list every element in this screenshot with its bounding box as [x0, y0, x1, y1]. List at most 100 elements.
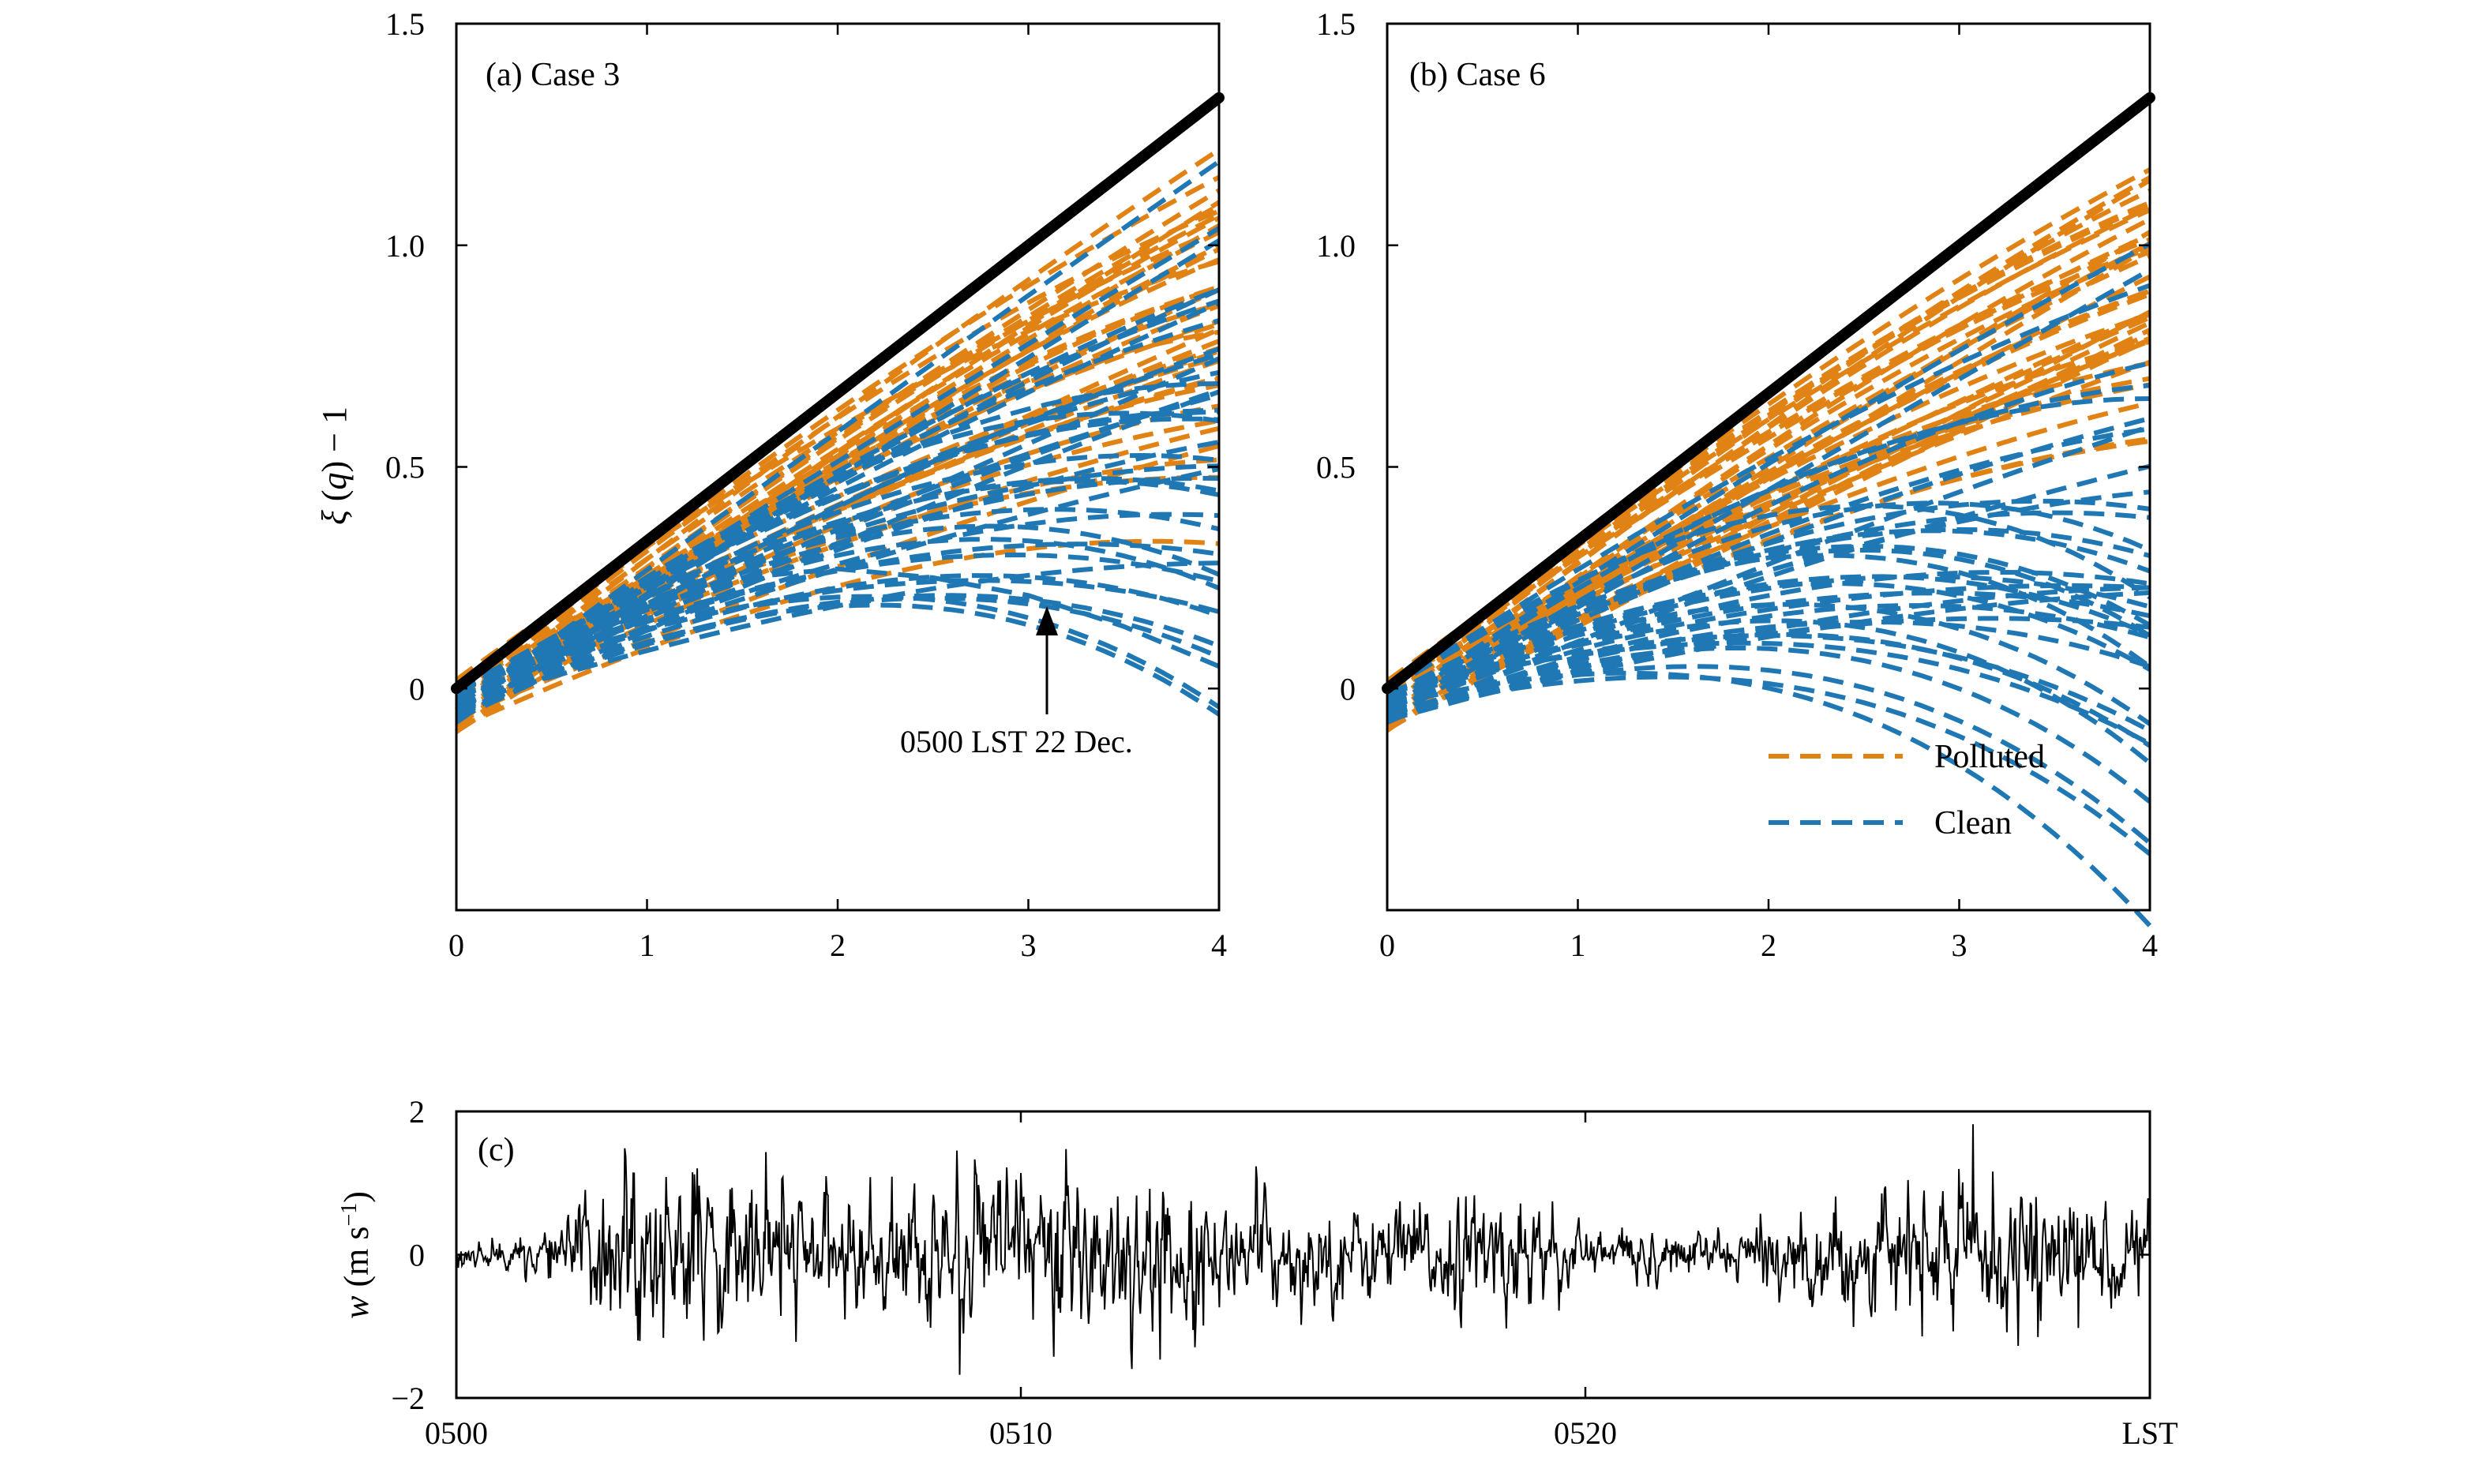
curve-clean — [1386, 631, 2151, 748]
curve-clean — [1386, 283, 2151, 692]
top-ylabel-xi: ξ — [315, 510, 354, 525]
curve-polluted — [1386, 208, 2151, 684]
curve-clean — [1386, 674, 2151, 856]
curve-polluted — [455, 148, 1221, 707]
curve-polluted — [455, 200, 1221, 727]
curve-clean — [455, 595, 1221, 716]
bottom-ylabel-w: w — [337, 1295, 376, 1319]
legend: Polluted Clean — [1769, 739, 2045, 841]
reference-line — [451, 92, 1225, 695]
panel-a-label: (a) Case 3 — [486, 57, 620, 93]
x-tick-label: 4 — [1211, 928, 1227, 963]
top-ylabel: ξ (q) − 1 — [315, 407, 354, 525]
curve-clean — [1386, 383, 2151, 692]
curve-clean — [1386, 670, 2152, 928]
x-tick-label: 2 — [1761, 928, 1776, 963]
curve-polluted — [455, 203, 1221, 706]
y-tick-label: 1.0 — [1316, 228, 1356, 264]
curve-clean — [1386, 574, 2151, 698]
curve-clean — [1386, 396, 2151, 713]
panel-c-chart: 0500 0510 0520 LST −2 0 2 (c) w (m s−1) — [337, 1094, 2178, 1451]
curve-polluted — [1386, 232, 2151, 687]
curve-polluted — [1386, 188, 2151, 699]
x-tick-label: LST — [2121, 1415, 2178, 1451]
panel-a-curves — [451, 92, 1225, 734]
y-tick-label: 2 — [409, 1094, 425, 1130]
annotation: 0500 LST 22 Dec. — [900, 606, 1133, 759]
annotation-label: 0500 LST 22 Dec. — [900, 724, 1133, 759]
curve-clean — [455, 410, 1220, 710]
x-tick-label: 0510 — [989, 1415, 1052, 1451]
curve-polluted — [455, 223, 1221, 699]
curve-clean — [455, 407, 1220, 702]
curve-clean — [455, 594, 1221, 710]
x-tick-label: 1 — [1570, 928, 1586, 963]
bottom-ylabel: w (m s−1) — [337, 1191, 377, 1319]
curve-clean — [455, 388, 1220, 695]
curve-polluted — [1386, 361, 2151, 701]
y-tick-label: 0.5 — [385, 450, 425, 485]
curve-polluted — [1386, 175, 2151, 702]
y-tick-label: 0 — [409, 671, 425, 706]
y-tick-label: 0 — [1340, 671, 1356, 706]
curve-clean — [1386, 510, 2151, 698]
x-tick-label: 0500 — [425, 1415, 488, 1451]
top-ylabel-rest: − 1 — [315, 407, 354, 452]
panel-b-curves — [1382, 92, 2155, 928]
y-tick-label: 0.5 — [1316, 450, 1356, 485]
curve-clean — [1386, 581, 2151, 703]
curve-clean — [1386, 543, 2151, 703]
panel-b-label: (b) Case 6 — [1409, 57, 1546, 93]
curve-polluted — [455, 230, 1221, 712]
highlight-curve — [455, 566, 1221, 713]
legend-polluted-label: Polluted — [1934, 739, 2045, 775]
x-tick-label: 1 — [640, 928, 655, 963]
curve-clean — [455, 301, 1221, 694]
curve-polluted — [455, 319, 1220, 714]
panel-b-ticks: 0 1 2 3 4 0 0.5 1.0 1.5 — [1316, 6, 2158, 963]
curve-clean — [1386, 426, 2151, 710]
w-series-line — [456, 1124, 2151, 1375]
top-ylabel-close-paren: ) — [315, 452, 354, 473]
curve-polluted — [455, 403, 1220, 721]
panel-b-chart: 0 1 2 3 4 0 0.5 1.0 1.5 (b) Case 6 — [1316, 6, 2158, 963]
panel-a-ticks: 0 1 2 3 4 0 0.5 1.0 1.5 — [385, 6, 1227, 963]
x-tick-label: 0 — [448, 928, 464, 963]
curve-clean — [1386, 553, 2151, 699]
panel-c-ticks: 0500 0510 0520 LST −2 0 2 — [391, 1094, 2178, 1451]
bottom-ylabel-close: ) — [337, 1191, 376, 1203]
curve-clean — [1386, 500, 2151, 720]
x-tick-label: 0520 — [1554, 1415, 1617, 1451]
curve-polluted — [455, 538, 1220, 731]
curve-clean — [1386, 360, 2151, 724]
curve-polluted — [1386, 237, 2151, 691]
curve-polluted — [455, 444, 1220, 721]
curve-clean — [455, 523, 1221, 715]
curve-clean — [1386, 503, 2151, 692]
bottom-ylabel-sup: −1 — [337, 1203, 362, 1227]
top-ylabel-q: q — [315, 472, 354, 489]
x-tick-label: 0 — [1379, 928, 1395, 963]
x-tick-label: 3 — [1952, 928, 1967, 963]
y-tick-label: −2 — [391, 1381, 425, 1416]
curve-clean — [455, 416, 1220, 704]
bottom-ylabel-units: (m s — [337, 1227, 376, 1287]
curve-polluted — [455, 321, 1220, 690]
x-tick-label: 4 — [2142, 928, 2158, 963]
curve-clean — [455, 298, 1220, 708]
reference-line — [1382, 92, 2155, 695]
panel-a-chart: 0 1 2 3 4 0 0.5 1.0 1.5 (a) Case 3 — [385, 6, 1227, 963]
curve-polluted — [455, 329, 1220, 709]
curve-polluted — [1386, 241, 2151, 733]
curve-polluted — [455, 188, 1221, 704]
curve-polluted — [1386, 217, 2151, 718]
y-tick-label: 0 — [409, 1238, 425, 1273]
curve-clean — [455, 226, 1221, 703]
curve-clean — [1386, 664, 2151, 845]
x-tick-label: 2 — [830, 928, 846, 963]
curve-clean — [1386, 242, 2151, 708]
annotation-arrow-head — [1036, 606, 1058, 635]
curve-polluted — [1386, 205, 2151, 710]
y-tick-label: 1.0 — [385, 228, 425, 264]
